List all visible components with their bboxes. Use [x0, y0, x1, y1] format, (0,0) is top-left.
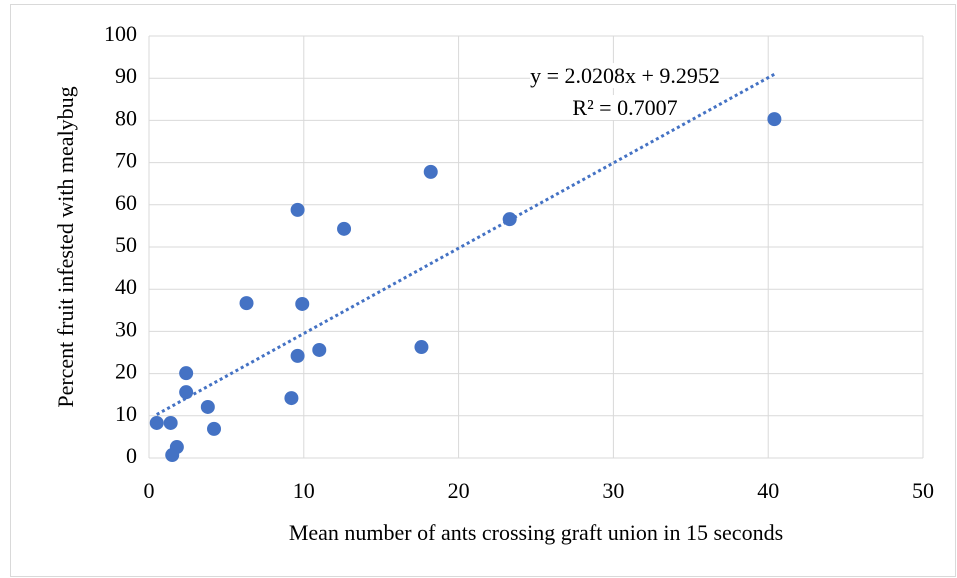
x-tick-label: 0	[144, 478, 155, 503]
point	[312, 342, 327, 357]
point	[163, 415, 178, 430]
point	[207, 421, 222, 436]
annotation: R² = 0.7007	[572, 95, 677, 120]
y-axis-label: Percent fruit infested with mealybug	[53, 86, 78, 407]
point	[767, 112, 782, 127]
point	[239, 296, 254, 311]
point	[179, 366, 194, 381]
point	[284, 391, 299, 406]
y-tick-label: 100	[104, 21, 137, 46]
point	[295, 296, 310, 311]
y-tick-label: 30	[115, 316, 137, 341]
point	[149, 415, 164, 430]
chart-border	[10, 4, 956, 577]
y-tick-label: 70	[115, 148, 137, 173]
y-tick-label: 80	[115, 105, 137, 130]
point	[169, 440, 184, 455]
point	[200, 399, 215, 414]
y-tick-label: 0	[126, 443, 137, 468]
y-tick-label: 20	[115, 359, 137, 384]
y-tick-label: 60	[115, 190, 137, 215]
point	[502, 212, 517, 227]
y-tick-label: 10	[115, 401, 137, 426]
x-axis-label: Mean number of ants crossing graft union…	[289, 520, 783, 545]
annotation: y = 2.0208x + 9.2952	[530, 63, 720, 88]
x-tick-label: 50	[912, 478, 934, 503]
y-tick-label: 40	[115, 274, 137, 299]
x-tick-label: 40	[757, 478, 779, 503]
y-tick-label: 50	[115, 232, 137, 257]
point	[423, 164, 438, 179]
annotation-bg	[530, 63, 720, 89]
x-tick-label: 10	[293, 478, 315, 503]
point	[337, 221, 352, 236]
x-tick-label: 20	[448, 478, 470, 503]
x-tick-label: 30	[602, 478, 624, 503]
point	[414, 340, 429, 355]
annotation-bg	[572, 95, 678, 121]
point	[290, 348, 305, 363]
point	[290, 202, 305, 217]
y-tick-label: 90	[115, 63, 137, 88]
point	[179, 385, 194, 400]
